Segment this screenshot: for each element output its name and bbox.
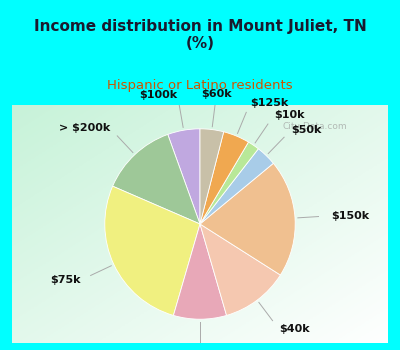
Text: City-Data.com: City-Data.com xyxy=(283,122,347,131)
Text: $150k: $150k xyxy=(331,211,369,221)
Wedge shape xyxy=(113,134,200,224)
Text: Hispanic or Latino residents: Hispanic or Latino residents xyxy=(107,79,293,92)
Wedge shape xyxy=(105,186,200,315)
Wedge shape xyxy=(200,129,224,224)
Wedge shape xyxy=(168,129,200,224)
Text: $50k: $50k xyxy=(292,125,322,135)
Wedge shape xyxy=(200,163,295,275)
Wedge shape xyxy=(200,142,258,224)
Text: $75k: $75k xyxy=(51,275,81,285)
Text: Income distribution in Mount Juliet, TN
(%): Income distribution in Mount Juliet, TN … xyxy=(34,19,366,51)
Wedge shape xyxy=(200,224,280,315)
Text: $60k: $60k xyxy=(201,89,232,99)
Wedge shape xyxy=(200,132,248,224)
Text: $125k: $125k xyxy=(250,98,288,107)
Text: $10k: $10k xyxy=(274,110,304,120)
Wedge shape xyxy=(200,149,273,224)
Text: $100k: $100k xyxy=(139,90,178,100)
Text: > $200k: > $200k xyxy=(59,123,110,133)
Text: $40k: $40k xyxy=(279,324,310,334)
Wedge shape xyxy=(174,224,226,319)
